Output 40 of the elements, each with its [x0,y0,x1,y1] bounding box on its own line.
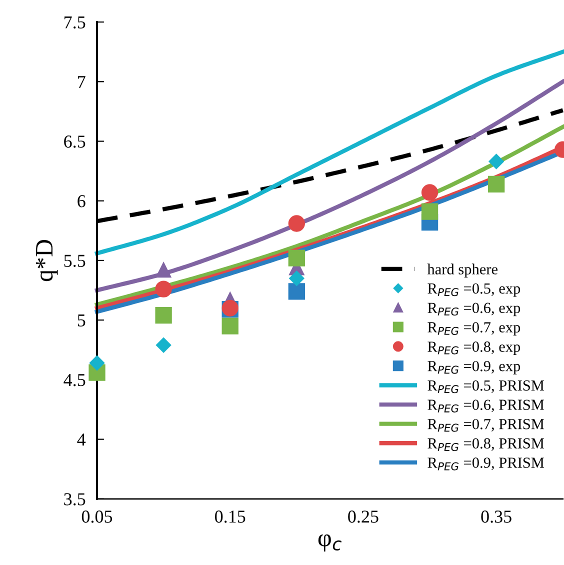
legend-label: R$_{PEG}$ =0.8, PRISM [428,438,544,452]
legend-label: R$_{PEG}$ =0.8, exp [428,342,520,355]
point [488,154,504,170]
legend-label: R$_{PEG}$ =0.9, PRISM [428,458,544,470]
point [488,176,505,192]
x-axis-title: φ$_{c}$ [318,534,342,552]
legend-label: R$_{PEG}$ =0.7, exp [428,322,520,336]
x-tick-label: 0.25 [348,510,378,523]
point [89,355,105,371]
point [222,318,238,334]
y-tick-label: 4 [77,434,86,446]
legend-label: R$_{PEG}$ =0.5, PRISM [428,380,544,394]
y-tick-label: 5 [78,314,86,327]
point [155,280,172,298]
point [156,262,172,278]
y-tick-label: 5.5 [64,254,86,267]
x-tick-label: 0.15 [215,510,246,523]
y-axis-title: q*D [36,240,58,282]
y-tick-label: 6.5 [64,136,86,148]
legend-label: hard sphere [427,264,498,278]
legend-label: R$_{PEG}$ =0.9, exp [428,360,520,374]
legend-label: R$_{PEG}$ =0.6, PRISM [428,400,544,412]
point [155,306,172,324]
point [156,338,172,353]
y-tick-label: 7 [78,76,86,88]
y-tick-label: 3.5 [64,493,86,506]
legend-label: R$_{PEG}$ =0.5, exp [428,283,520,297]
point [421,184,438,201]
y-tick-label: 4.5 [64,374,86,386]
point [288,215,305,232]
legend-label: R$_{PEG}$ =0.6, exp [428,302,520,316]
point [288,250,305,266]
legend-label: R$_{PEG}$ =0.7, PRISM [428,418,544,432]
x-tick-label: 0.35 [481,510,512,523]
x-tick-label: 0.05 [82,510,112,523]
point [288,283,305,300]
point [421,203,438,220]
y-tick-label: 7.5 [64,16,86,29]
y-tick-label: 6 [78,195,86,208]
point [289,270,304,286]
